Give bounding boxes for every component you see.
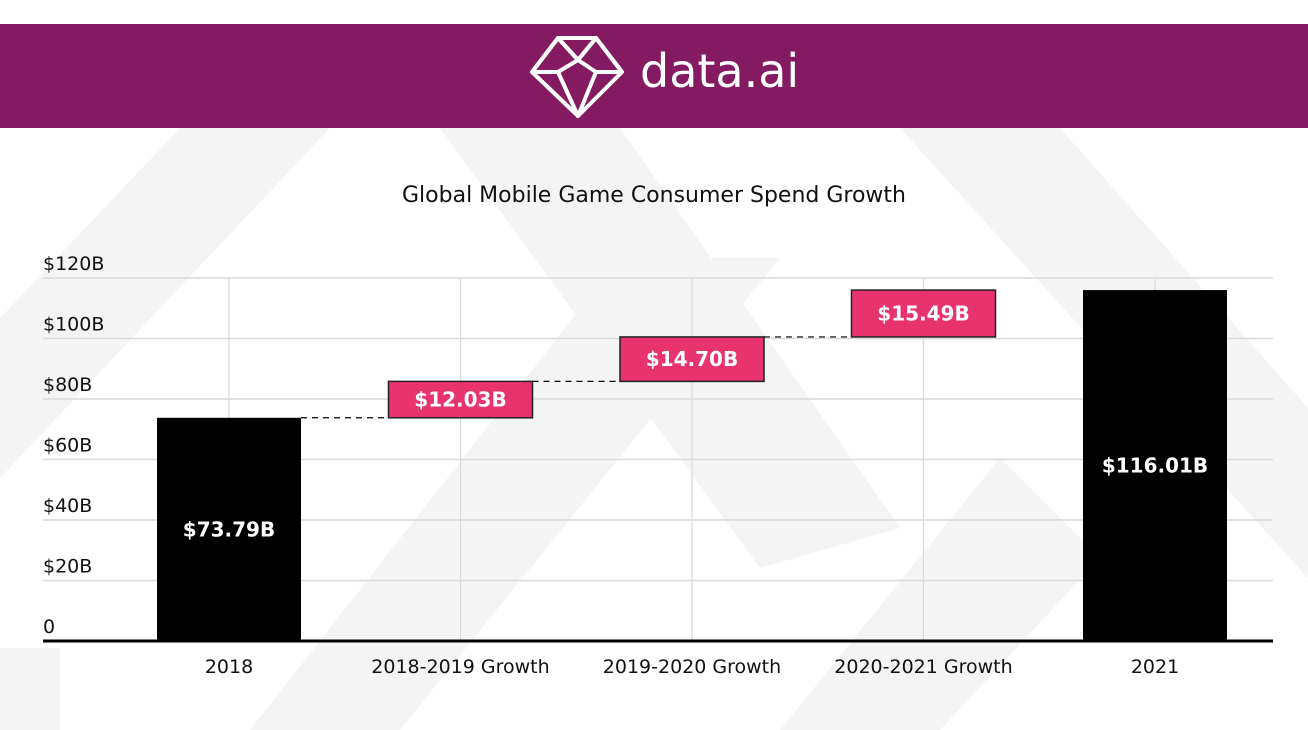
y-tick-label: $100B	[43, 314, 104, 336]
increase-bar	[850, 289, 997, 338]
total-bar	[157, 417, 301, 641]
data-label: $14.70B	[646, 347, 738, 371]
brand-name: data.ai	[640, 44, 800, 98]
data-label: $12.03B	[414, 388, 506, 412]
y-tick-label: $60B	[43, 435, 92, 457]
y-tick-label: $40B	[43, 495, 92, 517]
header-banner: data.ai	[0, 24, 1308, 128]
x-tick-label: 2021	[1131, 656, 1179, 678]
data-ai-logo: data.ai	[528, 32, 800, 120]
y-tick-label: $120B	[43, 253, 104, 275]
x-tick-label: 2018-2019 Growth	[371, 656, 549, 678]
data-label: $116.01B	[1102, 454, 1208, 478]
y-tick-label: 0	[43, 616, 55, 638]
x-tick-label: 2020-2021 Growth	[834, 656, 1012, 678]
increase-bar	[387, 380, 534, 419]
increase-bar	[619, 336, 765, 383]
x-tick-label: 2018	[205, 656, 253, 678]
x-tick-label: 2019-2020 Growth	[603, 656, 781, 678]
chart-title: Global Mobile Game Consumer Spend Growth	[402, 183, 906, 208]
data-label: $15.49B	[877, 301, 969, 325]
waterfall-chart: 0 $20B $40B $60B $80B $100B $120B $73.79B 2018 $…	[15, 253, 1273, 678]
data-label: $73.79B	[183, 517, 275, 541]
y-tick-label: $20B	[43, 556, 92, 578]
y-tick-label: $80B	[43, 374, 92, 396]
total-bar	[1083, 290, 1227, 641]
y-axis-label: Consumer Spend	[15, 461, 28, 555]
diamond-icon	[530, 36, 624, 118]
